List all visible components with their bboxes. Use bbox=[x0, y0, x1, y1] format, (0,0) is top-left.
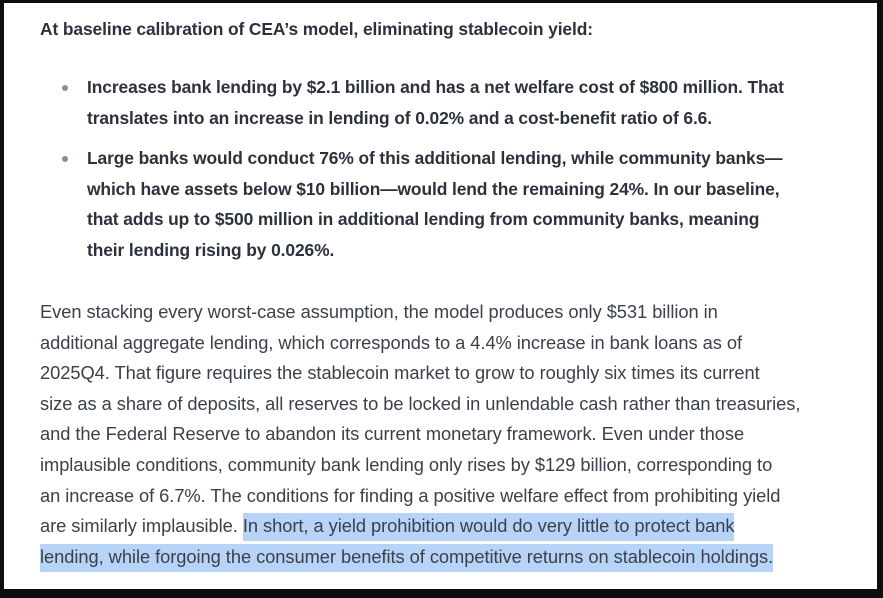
bullet-line: which have assets below $10 billion—woul… bbox=[87, 178, 780, 199]
selected-text[interactable]: lending, while forgoing the consumer ben… bbox=[40, 543, 773, 572]
bullet-line: translates into an increase in lending o… bbox=[87, 107, 712, 128]
lead-sentence: At baseline calibration of CEA’s model, … bbox=[40, 19, 593, 39]
document-viewport: At baseline calibration of CEA’s model, … bbox=[4, 3, 877, 589]
paragraph-line: additional aggregate lending, which corr… bbox=[40, 331, 743, 353]
bullet-item: Increases bank lending by $2.1 billion a… bbox=[40, 72, 877, 133]
selected-text[interactable]: In short, a yield prohibition would do v… bbox=[242, 513, 735, 542]
bullet-list: Increases bank lending by $2.1 billion a… bbox=[40, 72, 877, 275]
paragraph-line: and the Federal Reserve to abandon its c… bbox=[40, 423, 745, 445]
bullet-dot-icon bbox=[62, 85, 68, 91]
bullet-line: Large banks would conduct 76% of this ad… bbox=[87, 148, 783, 168]
paragraph-line: are similarly implausible. In short, a y… bbox=[40, 511, 877, 542]
paragraph-line: an increase of 6.7%. The conditions for … bbox=[40, 484, 781, 506]
body-paragraph: Even stacking every worst-case assumptio… bbox=[40, 297, 877, 572]
paragraph-line: 2025Q4. That figure requires the stablec… bbox=[40, 362, 760, 384]
bullet-item: Large banks would conduct 76% of this ad… bbox=[40, 143, 877, 265]
paragraph-line: Even stacking every worst-case assumptio… bbox=[40, 301, 718, 322]
bullet-line: that adds up to $500 million in addition… bbox=[87, 209, 760, 229]
bullet-dot-icon bbox=[62, 156, 68, 162]
paragraph-line: size as a share of deposits, all reserve… bbox=[40, 392, 801, 414]
paragraph-line: lending, while forgoing the consumer ben… bbox=[40, 542, 877, 573]
paragraph-text: are similarly implausible. bbox=[40, 515, 243, 537]
bullet-line: their lending rising by 0.026%. bbox=[87, 239, 335, 260]
paragraph-line: implausible conditions, community bank l… bbox=[40, 453, 773, 475]
bullet-line: Increases bank lending by $2.1 billion a… bbox=[87, 77, 784, 97]
